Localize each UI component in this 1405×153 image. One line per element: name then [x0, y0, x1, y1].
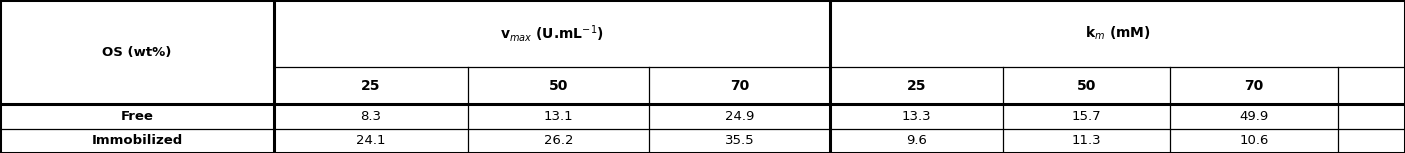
Text: 15.7: 15.7: [1072, 110, 1102, 123]
Text: 26.2: 26.2: [544, 134, 573, 147]
Text: 11.3: 11.3: [1072, 134, 1102, 147]
Text: Immobilized: Immobilized: [91, 134, 183, 147]
Text: 25: 25: [361, 79, 381, 93]
Text: k$_{m}$ (mM): k$_{m}$ (mM): [1085, 25, 1151, 42]
Text: 70: 70: [731, 79, 749, 93]
Text: OS (wt%): OS (wt%): [103, 46, 171, 58]
Text: 9.6: 9.6: [906, 134, 927, 147]
Text: 24.1: 24.1: [357, 134, 385, 147]
Text: Free: Free: [121, 110, 153, 123]
Text: 13.1: 13.1: [544, 110, 573, 123]
Text: 50: 50: [549, 79, 568, 93]
Text: 49.9: 49.9: [1239, 110, 1269, 123]
Text: v$_{max}$ (U.mL$^{-1}$): v$_{max}$ (U.mL$^{-1}$): [500, 23, 604, 44]
Text: 70: 70: [1245, 79, 1263, 93]
Text: 35.5: 35.5: [725, 134, 754, 147]
Text: 10.6: 10.6: [1239, 134, 1269, 147]
Text: 50: 50: [1078, 79, 1096, 93]
Text: 13.3: 13.3: [902, 110, 932, 123]
Text: 24.9: 24.9: [725, 110, 754, 123]
Text: 25: 25: [908, 79, 926, 93]
Text: 8.3: 8.3: [361, 110, 381, 123]
